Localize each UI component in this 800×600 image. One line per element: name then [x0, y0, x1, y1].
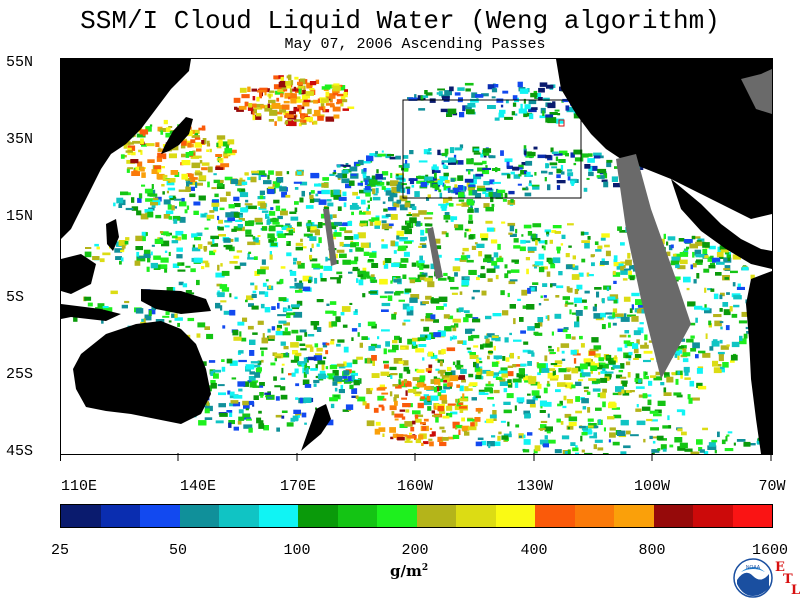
- color-swatch: [693, 505, 733, 527]
- color-scale-bar: [60, 504, 773, 528]
- lon-tick-marks: [60, 453, 772, 461]
- color-swatch: [219, 505, 259, 527]
- color-swatch: [416, 505, 456, 527]
- colorbar-tick-label: 100: [283, 542, 311, 559]
- color-swatch: [574, 505, 614, 527]
- swath-gap-east-small: [741, 69, 772, 114]
- lat-label: 25S: [6, 366, 34, 383]
- map-canvas: [61, 59, 772, 454]
- central-america-landmass: [671, 179, 772, 269]
- colorbar-tick-label: 200: [401, 542, 429, 559]
- north-america-landmass: [556, 59, 772, 219]
- indonesia-landmass: [61, 304, 121, 321]
- color-swatch: [456, 505, 496, 527]
- new-zealand-landmass: [301, 404, 331, 451]
- color-swatch: [377, 505, 417, 527]
- new-guinea-landmass: [141, 289, 211, 314]
- swath-gap-central-1: [323, 209, 337, 266]
- australia-landmass: [73, 321, 211, 424]
- lat-label: 15N: [6, 208, 34, 225]
- colorbar-tick-label: 400: [520, 542, 548, 559]
- color-swatch: [298, 505, 338, 527]
- lon-label: 170E: [279, 478, 317, 495]
- lon-label: 100W: [633, 478, 671, 495]
- swath-gap-central-2: [427, 227, 443, 279]
- philippines-landmass: [106, 219, 119, 251]
- color-swatch: [258, 505, 298, 527]
- asia-landmass: [61, 59, 191, 239]
- color-swatch: [100, 505, 140, 527]
- colorbar-tick-label: 1600: [751, 542, 789, 559]
- etl-letter-t: T: [783, 572, 793, 587]
- map-title: SSM/I Cloud Liquid Water (Weng algorithm…: [80, 6, 720, 36]
- color-swatch: [614, 505, 654, 527]
- lat-label: 5S: [6, 289, 25, 306]
- color-swatch: [535, 505, 575, 527]
- lon-label: 130W: [516, 478, 554, 495]
- lat-label: 45S: [6, 443, 34, 460]
- etl-letter-e: E: [775, 560, 785, 575]
- site-marker: [558, 119, 565, 127]
- lon-label: 160W: [396, 478, 434, 495]
- color-swatch: [653, 505, 693, 527]
- land-masses: [61, 59, 772, 454]
- color-swatch: [140, 505, 180, 527]
- lon-label: 140E: [179, 478, 217, 495]
- noaa-logo: NOAA: [733, 558, 773, 598]
- region-box: [402, 99, 582, 199]
- colorbar-tick-label: 50: [168, 542, 188, 559]
- color-swatch: [732, 505, 772, 527]
- colorbar-tick-label: 800: [638, 542, 666, 559]
- color-swatch: [179, 505, 219, 527]
- lat-label: 35N: [6, 131, 34, 148]
- map-subtitle: May 07, 2006 Ascending Passes: [284, 36, 546, 53]
- color-swatch: [337, 505, 377, 527]
- units-label: g/m2: [390, 562, 429, 580]
- lat-label: 55N: [6, 54, 34, 71]
- lon-label: 70W: [758, 478, 786, 495]
- lon-label: 110E: [60, 478, 98, 495]
- swath-gap-east: [616, 154, 691, 379]
- color-swatch: [495, 505, 535, 527]
- no-data-gaps: [323, 69, 772, 379]
- japan-landmass: [161, 117, 193, 154]
- cloud-liquid-water-map: [60, 58, 773, 455]
- logo-text: NOAA: [746, 565, 761, 571]
- borneo-landmass: [61, 254, 96, 294]
- colorbar-tick-label: 25: [50, 542, 70, 559]
- color-swatch: [61, 505, 101, 527]
- south-america-landmass: [746, 271, 772, 454]
- etl-letter-l: L: [791, 583, 800, 598]
